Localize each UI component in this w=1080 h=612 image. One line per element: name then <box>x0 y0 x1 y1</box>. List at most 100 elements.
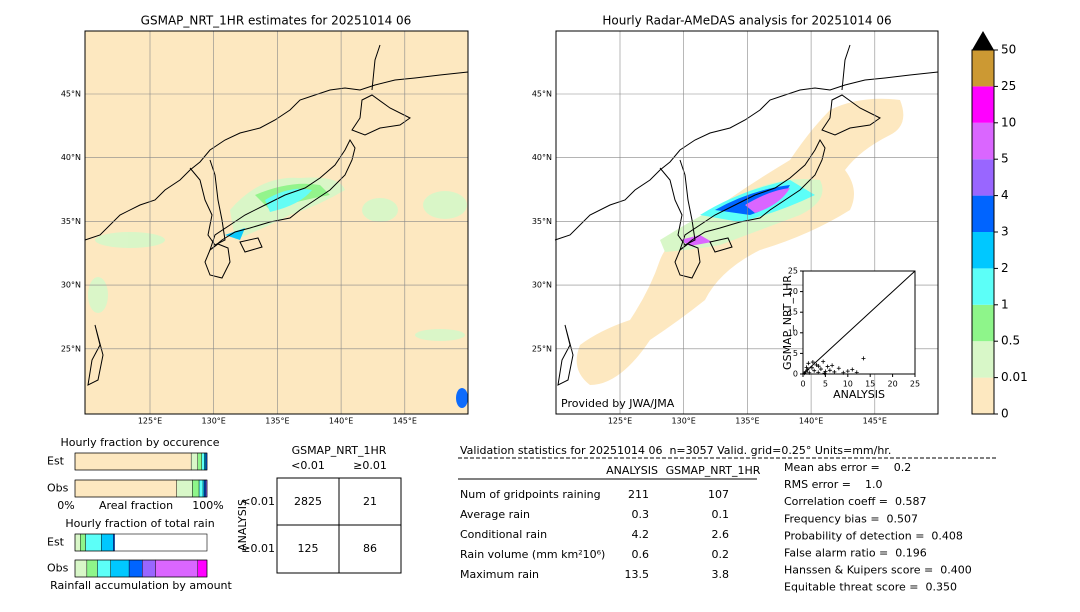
bar-segment <box>197 452 202 471</box>
x-tick-label: 25 <box>910 380 920 389</box>
stat: False alarm ratio = 0.196 <box>784 547 927 560</box>
colorbar-segment <box>972 268 994 305</box>
colorbar-label: 3 <box>1001 225 1009 239</box>
category-label: Est <box>47 536 65 549</box>
bar-segment <box>97 559 111 578</box>
point <box>841 370 846 375</box>
rain-patches <box>576 98 904 385</box>
point <box>814 362 819 367</box>
bar-segment <box>80 533 86 552</box>
row-label: <0.01 <box>241 495 275 508</box>
lon-label: 135°E <box>265 417 289 426</box>
point <box>836 366 841 371</box>
row-label: Conditional rain <box>460 528 547 541</box>
point <box>854 370 859 375</box>
y-tick-label: 10 <box>788 328 798 337</box>
map-bg <box>85 31 468 414</box>
lat-label: 35°N <box>532 217 552 226</box>
colorbar: 0 0.01 0.5 1 2 3 4 5 10 25 50 <box>971 31 1028 421</box>
category-label: Obs <box>47 562 69 575</box>
point <box>816 364 821 369</box>
point <box>807 370 812 375</box>
row-label: Num of gridpoints raining <box>460 488 601 501</box>
bar-segment <box>101 533 114 552</box>
lat-label: 25°N <box>61 344 81 353</box>
bar-frame <box>74 559 208 578</box>
y-axis-label: GSMAP_NRT_1HR <box>781 275 794 370</box>
diagonal <box>802 270 916 375</box>
chart-title: Hourly fraction by occurence <box>61 436 220 449</box>
credit: Provided by JWA/JMA <box>561 397 675 410</box>
x-label: 100% <box>192 499 223 512</box>
row-label: Rain volume (mm km²10⁶) <box>460 548 605 561</box>
lon-label: 130°E <box>672 417 696 426</box>
map-frame <box>555 30 939 415</box>
value: 3.8 <box>712 568 730 581</box>
x-tick-label: 0 <box>800 380 805 389</box>
lat-label: 40°N <box>61 153 81 162</box>
col-label: ≥0.01 <box>353 459 387 472</box>
lat-label: 45°N <box>532 90 552 99</box>
bar-frame <box>74 479 208 498</box>
point <box>822 371 827 376</box>
bar-segment <box>176 479 193 498</box>
colorbar-label: 4 <box>1001 188 1009 202</box>
occurrence-chart: Hourly fraction by occurence Est Obs 0% Area… <box>47 436 224 512</box>
colorbar-segment <box>972 304 994 342</box>
right-map: Hourly Radar-AMeDAS analysis for 2025101… <box>554 14 939 415</box>
row-label: Average rain <box>460 508 530 521</box>
stat: Equitable threat score = 0.350 <box>784 581 957 594</box>
x-label: 0% <box>57 499 74 512</box>
point <box>816 370 821 375</box>
lon-label: 125°E <box>608 417 632 426</box>
stat: Mean abs error = 0.2 <box>784 461 911 474</box>
colorbar-label: 1 <box>1001 297 1009 311</box>
x-label: Rainfall accumulation by amount <box>50 579 232 592</box>
map-title: Hourly Radar-AMeDAS analysis for 2025101… <box>602 14 891 28</box>
lon-label: 130°E <box>202 417 226 426</box>
bar-segment <box>74 533 81 552</box>
stat: RMS error = 1.0 <box>784 478 882 491</box>
value: 13.5 <box>625 568 650 581</box>
point <box>827 368 832 373</box>
lat-label: 25°N <box>532 344 552 353</box>
x-tick-label: 5 <box>823 380 828 389</box>
bar-segment <box>110 559 130 578</box>
chart-title: Hourly fraction of total rain <box>65 517 214 530</box>
bar-segment <box>198 479 204 498</box>
point <box>803 369 808 374</box>
title: Validation statistics for 20251014 06 n=… <box>460 444 891 457</box>
point <box>825 364 830 369</box>
colorbar-label: 2 <box>1001 261 1009 275</box>
value: 0.1 <box>712 508 730 521</box>
lon-label: 145°E <box>863 417 887 426</box>
cell: 86 <box>363 542 377 555</box>
stat: Frequency bias = 0.507 <box>784 512 918 525</box>
colorbar-segment <box>972 195 994 232</box>
colorbar-label: 50 <box>1001 43 1016 57</box>
colorbar-label: 10 <box>1001 115 1016 129</box>
point <box>812 368 817 373</box>
value: 0.3 <box>632 508 650 521</box>
point <box>806 361 811 366</box>
lat-label: 30°N <box>61 281 81 290</box>
bar-segment <box>74 452 192 471</box>
colorbar-extend <box>972 31 994 50</box>
value: 211 <box>628 488 649 501</box>
y-tick-label: 5 <box>793 349 798 358</box>
value: 0.6 <box>632 548 650 561</box>
y-tick-label: 25 <box>788 267 798 276</box>
lat-label: 30°N <box>532 281 552 290</box>
value: 2.6 <box>712 528 730 541</box>
map-title: GSMAP_NRT_1HR estimates for 20251014 06 <box>141 14 412 28</box>
bar-segment <box>113 533 115 552</box>
map-frame <box>84 30 469 415</box>
bar-segment <box>190 452 198 471</box>
category-label: Est <box>47 455 65 468</box>
point <box>861 356 866 361</box>
bar-segment <box>85 533 102 552</box>
colorbar-label: 0.5 <box>1001 334 1020 348</box>
value: 4.2 <box>632 528 650 541</box>
cell: 125 <box>298 542 319 555</box>
